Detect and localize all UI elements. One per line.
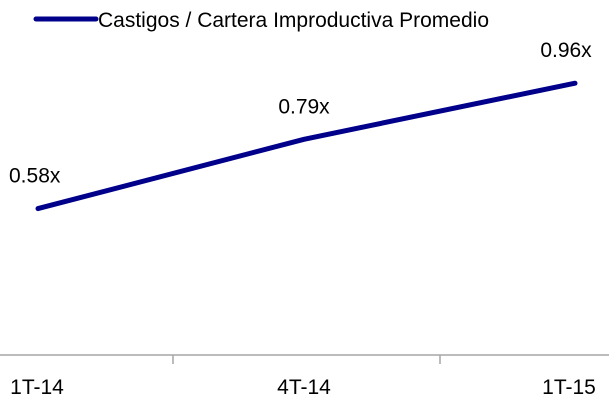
legend: Castigos / Cartera Improductiva Promedio [33, 9, 489, 32]
x-tick-label: 1T-15 [542, 376, 596, 399]
data-label: 0.79x [278, 95, 330, 118]
data-label: 0.58x [9, 165, 61, 188]
x-tick-label: 1T-14 [10, 376, 64, 399]
data-labels: 0.58x 0.79x 0.96x [9, 39, 592, 187]
series-line [35, 80, 578, 212]
x-axis-labels: 1T-14 4T-14 1T-15 [10, 376, 596, 399]
data-label: 0.96x [540, 39, 592, 62]
x-axis-ticks [172, 355, 441, 364]
x-tick-label: 4T-14 [277, 376, 331, 399]
legend-label: Castigos / Cartera Improductiva Promedio [98, 9, 489, 32]
